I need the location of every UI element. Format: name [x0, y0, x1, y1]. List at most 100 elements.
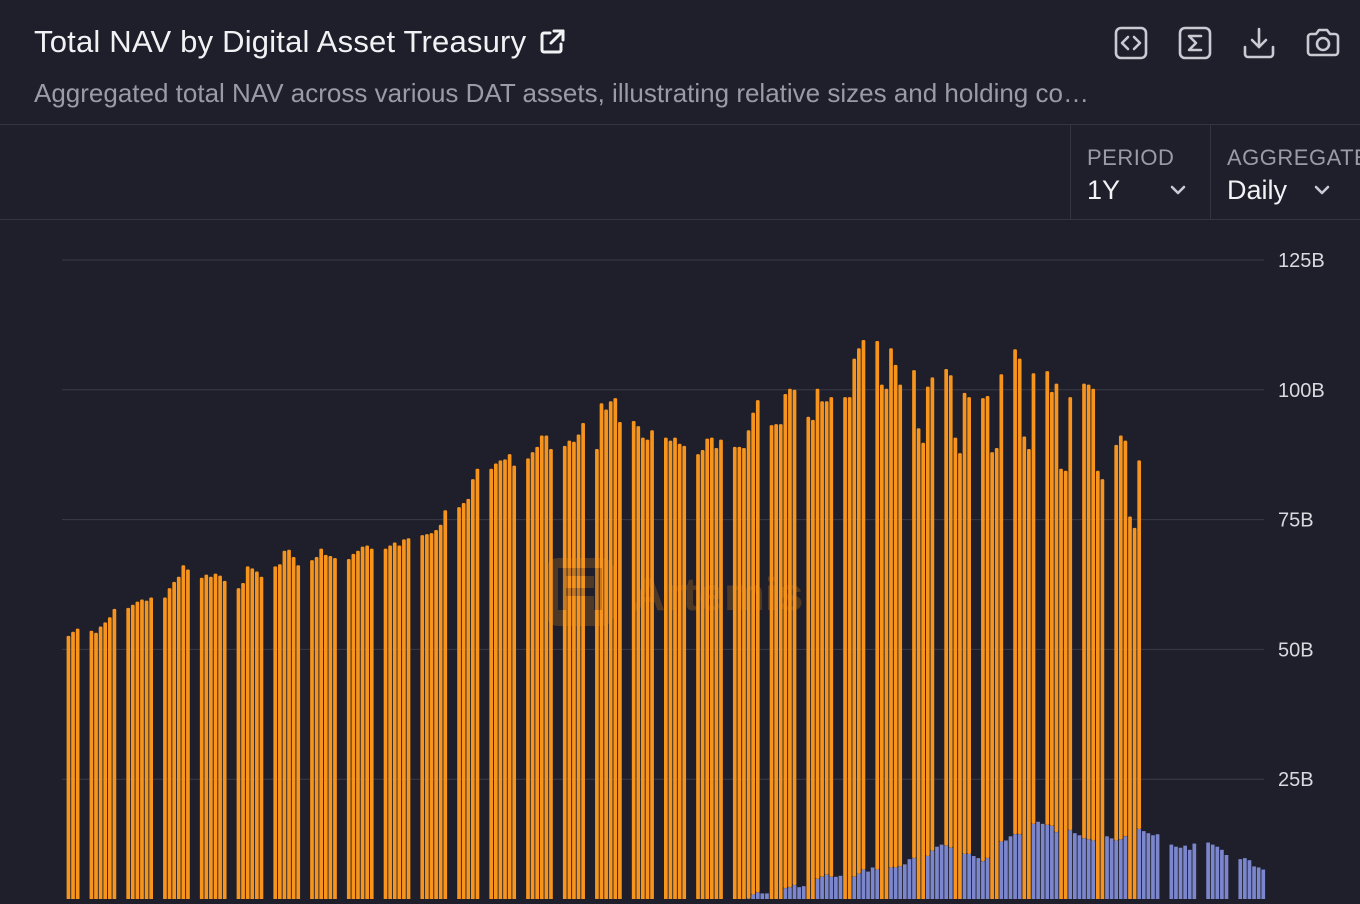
bar-segment[interactable] [1068, 830, 1072, 899]
bar-segment[interactable] [1018, 359, 1022, 835]
bar-segment[interactable] [287, 550, 291, 899]
bar-segment[interactable] [747, 430, 751, 898]
bar-segment[interactable] [172, 582, 176, 899]
sum-button[interactable] [1176, 24, 1214, 62]
bar-segment[interactable] [103, 622, 107, 899]
bar-segment[interactable] [347, 559, 351, 899]
bar-segment[interactable] [388, 546, 392, 899]
bar-segment[interactable] [944, 369, 948, 846]
bar-segment[interactable] [246, 566, 250, 899]
bar-segment[interactable] [1137, 460, 1141, 829]
bar-segment[interactable] [489, 469, 493, 899]
bar-segment[interactable] [214, 574, 218, 899]
bar-segment[interactable] [1032, 373, 1036, 824]
bar-segment[interactable] [1119, 839, 1123, 899]
bar-segment[interactable] [439, 525, 443, 899]
bar-segment[interactable] [857, 348, 861, 873]
bar-segment[interactable] [370, 549, 374, 899]
bar-segment[interactable] [1128, 516, 1132, 899]
bar-segment[interactable] [140, 600, 144, 899]
bar-segment[interactable] [678, 444, 682, 899]
bar-segment[interactable] [889, 348, 893, 867]
bar-segment[interactable] [402, 539, 406, 899]
bar-segment[interactable] [710, 438, 714, 899]
bar-segment[interactable] [636, 426, 640, 899]
bar-segment[interactable] [609, 401, 613, 899]
bar-segment[interactable] [260, 577, 264, 899]
bar-segment[interactable] [783, 888, 787, 899]
bar-segment[interactable] [1183, 846, 1187, 899]
bar-segment[interactable] [600, 403, 604, 899]
bar-segment[interactable] [568, 441, 572, 899]
bar-segment[interactable] [646, 440, 650, 899]
bar-segment[interactable] [296, 565, 300, 899]
bar-segment[interactable] [1036, 822, 1040, 899]
bar-segment[interactable] [1055, 832, 1059, 899]
bar-segment[interactable] [825, 401, 829, 875]
bar-segment[interactable] [793, 390, 797, 885]
bar-segment[interactable] [1142, 831, 1146, 899]
bar-segment[interactable] [793, 885, 797, 899]
bar-segment[interactable] [806, 417, 810, 899]
bar-segment[interactable] [329, 556, 333, 899]
bar-segment[interactable] [908, 859, 912, 899]
bar-segment[interactable] [1170, 845, 1174, 899]
bar-segment[interactable] [1087, 385, 1091, 840]
bar-segment[interactable] [857, 874, 861, 899]
bar-segment[interactable] [1078, 835, 1082, 899]
bar-segment[interactable] [356, 551, 360, 899]
bar-segment[interactable] [664, 438, 668, 899]
bar-segment[interactable] [476, 469, 480, 899]
bar-segment[interactable] [319, 549, 323, 899]
bar-segment[interactable] [1156, 834, 1160, 899]
bar-segment[interactable] [1243, 858, 1247, 899]
bar-segment[interactable] [1087, 839, 1091, 899]
bar-segment[interactable] [788, 887, 792, 899]
bar-segment[interactable] [1215, 847, 1219, 899]
bar-segment[interactable] [1082, 838, 1086, 899]
bar-segment[interactable] [466, 499, 470, 899]
bar-segment[interactable] [209, 577, 213, 899]
bar-segment[interactable] [1045, 371, 1049, 825]
bar-segment[interactable] [779, 424, 783, 899]
bar-segment[interactable] [1248, 860, 1252, 899]
bar-segment[interactable] [393, 542, 397, 899]
bar-segment[interactable] [512, 466, 516, 899]
bar-segment[interactable] [131, 605, 135, 899]
bar-segment[interactable] [76, 629, 80, 899]
bar-segment[interactable] [333, 558, 337, 899]
bar-segment[interactable] [1188, 850, 1192, 899]
bar-segment[interactable] [820, 401, 824, 877]
bar-segment[interactable] [237, 588, 241, 899]
bar-segment[interactable] [1091, 840, 1095, 899]
period-select[interactable]: PERIOD 1Y [1070, 125, 1211, 219]
bar-segment[interactable] [618, 422, 622, 899]
bar-segment[interactable] [273, 566, 277, 899]
bar-segment[interactable] [976, 858, 980, 899]
bar-segment[interactable] [365, 546, 369, 899]
bar-segment[interactable] [875, 870, 879, 899]
bar-segment[interactable] [200, 578, 204, 899]
bar-segment[interactable] [954, 438, 958, 899]
bar-segment[interactable] [1114, 840, 1118, 899]
bar-segment[interactable] [292, 557, 296, 899]
bar-segment[interactable] [163, 597, 167, 899]
bar-segment[interactable] [71, 632, 75, 899]
bar-segment[interactable] [315, 557, 319, 899]
bar-segment[interactable] [889, 867, 893, 899]
bar-segment[interactable] [503, 459, 507, 899]
bar-segment[interactable] [986, 396, 990, 858]
bar-segment[interactable] [577, 434, 581, 899]
bar-segment[interactable] [751, 894, 755, 899]
bar-segment[interactable] [549, 449, 553, 899]
bar-segment[interactable] [1082, 384, 1086, 839]
bar-segment[interactable] [1027, 449, 1031, 899]
bar-segment[interactable] [738, 447, 742, 899]
bar-segment[interactable] [168, 588, 172, 899]
bar-segment[interactable] [595, 449, 599, 899]
bar-segment[interactable] [1252, 866, 1256, 899]
bar-segment[interactable] [186, 569, 190, 899]
bar-segment[interactable] [1206, 843, 1210, 899]
bar-segment[interactable] [397, 546, 401, 899]
bar-segment[interactable] [508, 454, 512, 899]
